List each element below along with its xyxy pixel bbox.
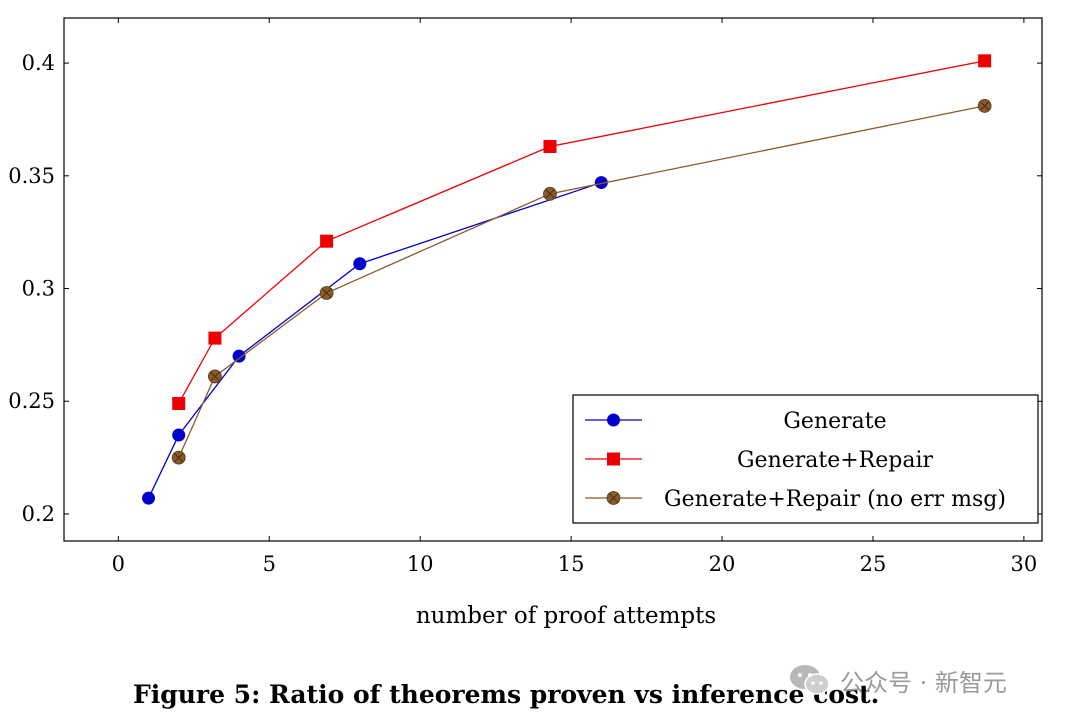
x-tick-label: 30: [1011, 552, 1038, 576]
data-point: [171, 450, 186, 465]
y-tick-label: 0.4: [22, 51, 55, 75]
data-point: [594, 176, 608, 190]
x-tick-label: 10: [407, 552, 434, 576]
y-tick-label: 0.25: [8, 389, 55, 413]
x-tick-label: 5: [263, 552, 276, 576]
legend-marker: [607, 413, 620, 427]
legend-entries: Generate Generate+Repair Generate+Repair (…: [585, 409, 1006, 512]
data-point: [543, 139, 557, 153]
data-point: [319, 286, 334, 300]
legend-entry: Generate+Repair: [585, 448, 934, 473]
data-point: [978, 54, 992, 68]
data-point: [172, 428, 186, 442]
data-point: [208, 369, 222, 384]
x-tick-label: 0: [112, 552, 125, 576]
legend-label: Generate: [783, 409, 886, 434]
legend-entry: Generate+Repair (no err msg): [585, 487, 1006, 512]
data-point: [232, 349, 246, 363]
series-layer: [142, 54, 992, 505]
legend-marker: [607, 452, 620, 466]
watermark: 公众号 · 新智元: [788, 662, 1007, 698]
wechat-icon: [790, 665, 830, 695]
legend: Generate Generate+Repair Generate+Repair (…: [572, 394, 1039, 524]
watermark-text: 公众号 · 新智元: [840, 668, 1007, 697]
ticks-layer: 0 5 10 15 20 25 30 0.2 0.25 0.3 0.35 0.4: [8, 18, 1042, 576]
data-point: [208, 331, 222, 345]
legend-label: Generate+Repair (no err msg): [664, 487, 1006, 512]
data-point: [977, 99, 992, 113]
x-axis-label: number of proof attempts: [416, 603, 716, 629]
x-tick-label: 20: [709, 552, 736, 576]
legend-marker: [606, 491, 621, 505]
y-tick-label: 0.3: [22, 277, 55, 301]
data-point: [172, 396, 186, 410]
series-line: [178, 60, 985, 404]
plot-frame: [63, 17, 1043, 542]
series-2: [171, 99, 992, 465]
data-point: [543, 186, 557, 201]
legend-entry: Generate: [585, 409, 887, 434]
data-point: [320, 234, 334, 248]
figure-caption: Figure 5: Ratio of theorems proven vs in…: [133, 680, 880, 709]
data-point: [142, 491, 156, 505]
legend-label: Generate+Repair: [737, 448, 934, 473]
y-tick-label: 0.2: [22, 502, 55, 526]
legend-box: [572, 394, 1039, 524]
series-0: [142, 176, 608, 505]
x-tick-label: 15: [558, 552, 585, 576]
x-tick-label: 25: [860, 552, 887, 576]
y-tick-label: 0.35: [8, 164, 55, 188]
series-1: [172, 54, 992, 410]
data-point: [353, 257, 367, 271]
